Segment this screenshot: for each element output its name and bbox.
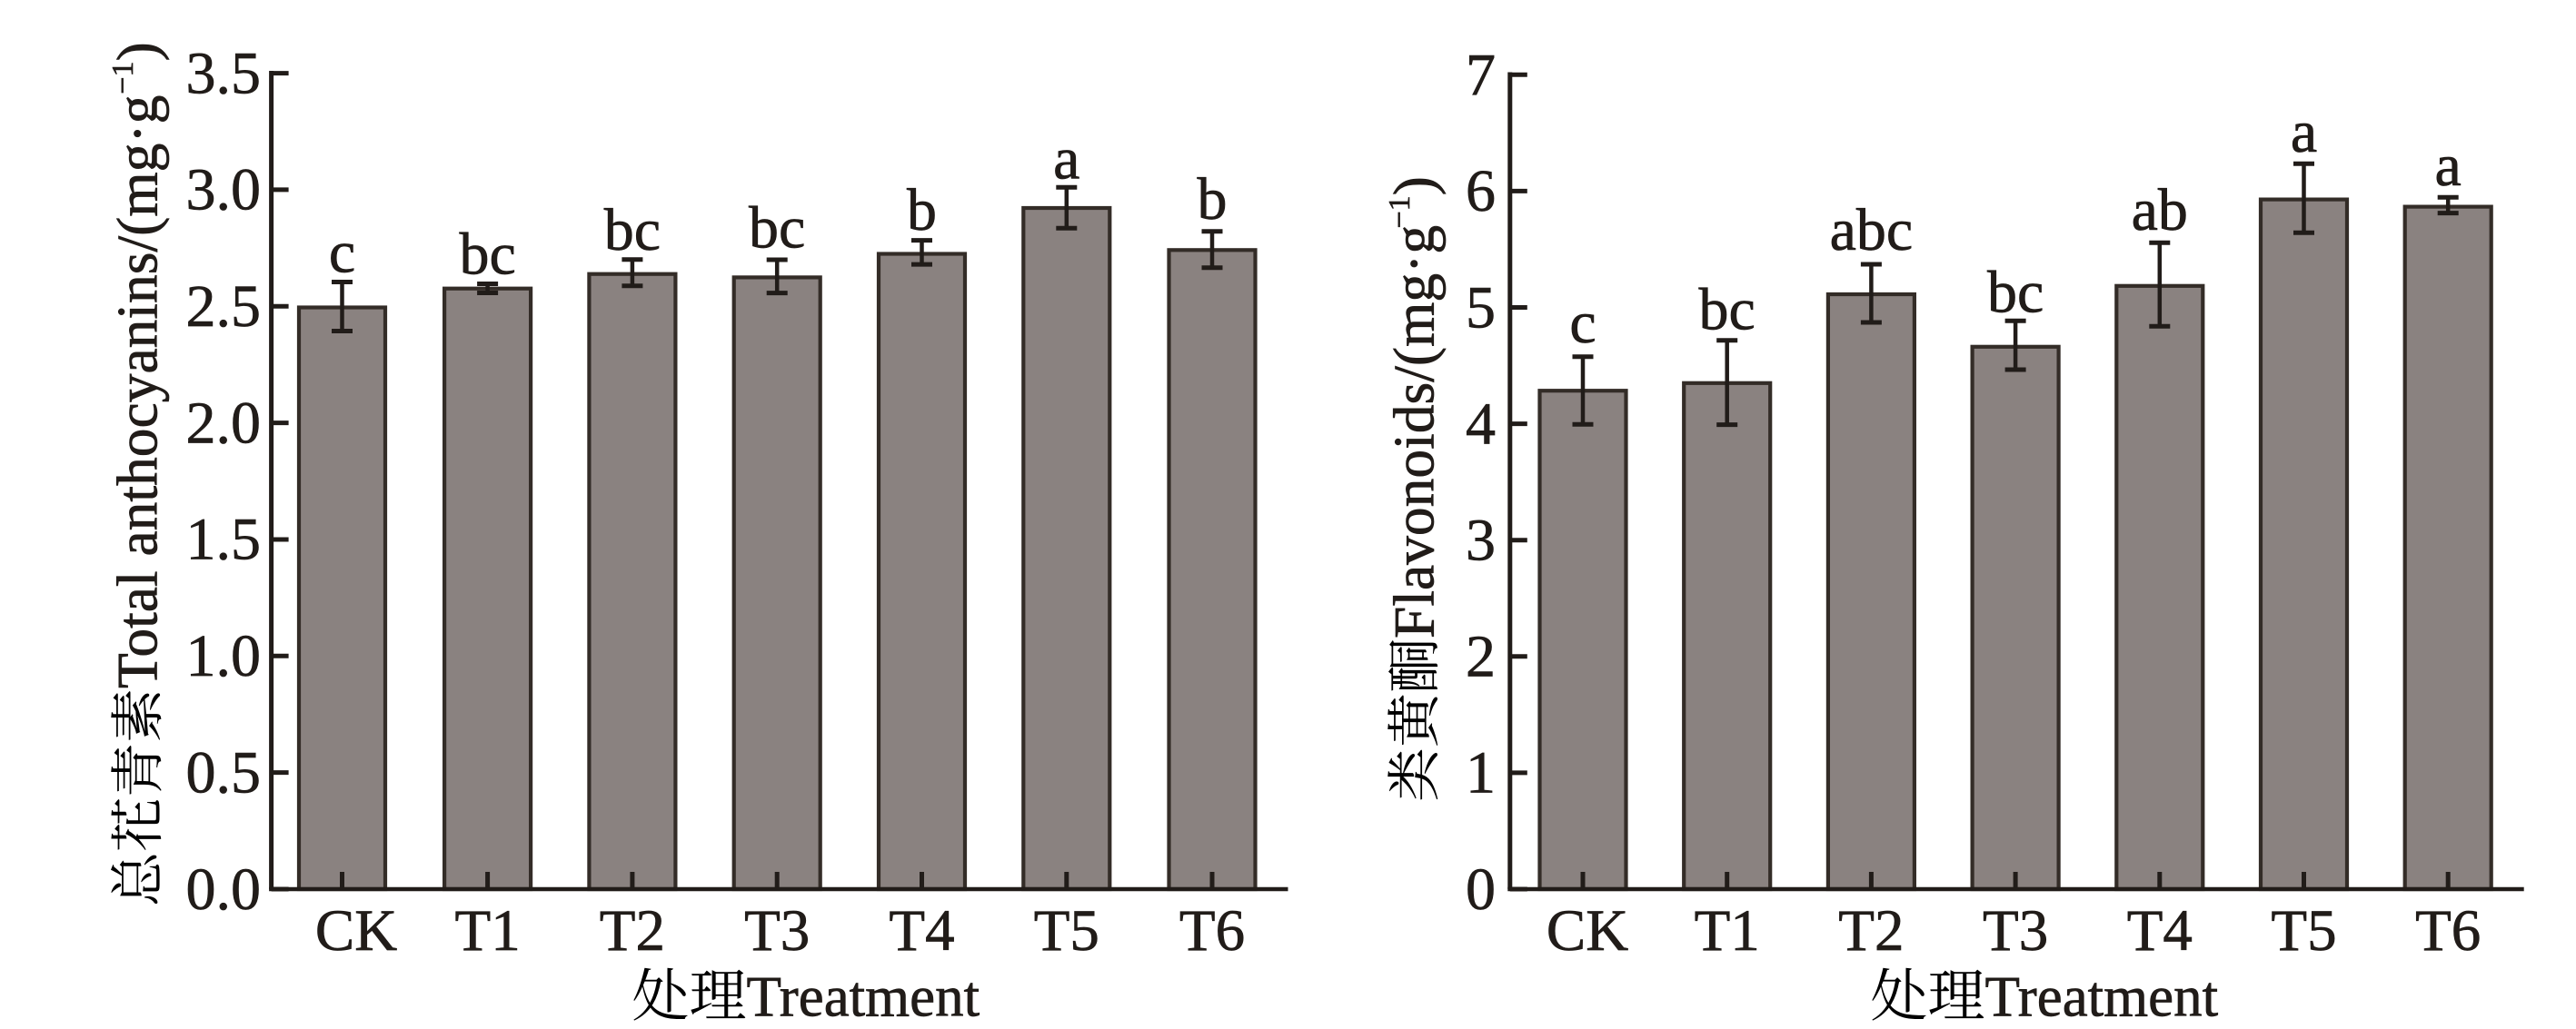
svg-text:5: 5 bbox=[1466, 274, 1496, 341]
svg-text:abc: abc bbox=[1830, 197, 1914, 263]
svg-text:4: 4 bbox=[1466, 391, 1496, 457]
svg-text:1.5: 1.5 bbox=[186, 507, 262, 573]
svg-text:3: 3 bbox=[1466, 508, 1496, 574]
svg-text:6: 6 bbox=[1466, 158, 1496, 224]
svg-text:7: 7 bbox=[1466, 42, 1496, 108]
svg-text:T6: T6 bbox=[2415, 898, 2481, 964]
svg-text:T3: T3 bbox=[1983, 898, 2048, 964]
svg-text:): ) bbox=[105, 42, 170, 61]
svg-text:T4: T4 bbox=[889, 898, 954, 964]
svg-text:0.0: 0.0 bbox=[186, 856, 262, 923]
svg-text:T5: T5 bbox=[1034, 898, 1099, 964]
svg-text:T1: T1 bbox=[454, 898, 520, 964]
svg-text:c: c bbox=[1569, 290, 1596, 356]
svg-text:Total anthocyanins/(mg·g: Total anthocyanins/(mg·g bbox=[105, 95, 170, 688]
svg-text:0.5: 0.5 bbox=[186, 739, 262, 806]
svg-text:Treatment: Treatment bbox=[1985, 965, 2219, 1029]
svg-text:bc: bc bbox=[1987, 260, 2044, 326]
svg-text:0: 0 bbox=[1466, 856, 1496, 923]
svg-text:T6: T6 bbox=[1179, 898, 1245, 964]
svg-text:T4: T4 bbox=[2127, 898, 2193, 964]
svg-text:Treatment: Treatment bbox=[747, 965, 980, 1029]
svg-text:3.5: 3.5 bbox=[186, 40, 262, 106]
svg-text:1: 1 bbox=[1466, 740, 1496, 806]
svg-text:2: 2 bbox=[1466, 624, 1496, 690]
svg-text:bc: bc bbox=[604, 197, 661, 263]
svg-text:a: a bbox=[2435, 133, 2462, 199]
svg-text:2.5: 2.5 bbox=[186, 273, 262, 340]
svg-text:−1: −1 bbox=[1383, 195, 1417, 228]
svg-text:): ) bbox=[1382, 176, 1447, 195]
svg-text:bc: bc bbox=[749, 194, 805, 261]
svg-text:T1: T1 bbox=[1695, 898, 1760, 964]
svg-text:T3: T3 bbox=[744, 898, 810, 964]
svg-text:T2: T2 bbox=[600, 898, 665, 964]
svg-text:3.0: 3.0 bbox=[186, 157, 262, 223]
svg-text:CK: CK bbox=[315, 898, 397, 964]
svg-text:CK: CK bbox=[1547, 898, 1628, 964]
svg-text:ab: ab bbox=[2132, 177, 2188, 243]
svg-text:a: a bbox=[1053, 126, 1079, 193]
svg-text:1.0: 1.0 bbox=[186, 623, 262, 689]
svg-text:a: a bbox=[2291, 99, 2317, 165]
svg-text:bc: bc bbox=[1699, 277, 1755, 343]
svg-text:T2: T2 bbox=[1838, 898, 1904, 964]
svg-text:Flavonoids/(mg·g: Flavonoids/(mg·g bbox=[1382, 225, 1447, 638]
svg-text:b: b bbox=[1198, 166, 1228, 233]
svg-text:T5: T5 bbox=[2271, 898, 2336, 964]
svg-text:bc: bc bbox=[459, 222, 515, 288]
svg-text:b: b bbox=[907, 177, 937, 243]
svg-text:2.0: 2.0 bbox=[186, 390, 262, 456]
svg-text:c: c bbox=[329, 220, 355, 286]
svg-text:−1: −1 bbox=[106, 62, 140, 94]
